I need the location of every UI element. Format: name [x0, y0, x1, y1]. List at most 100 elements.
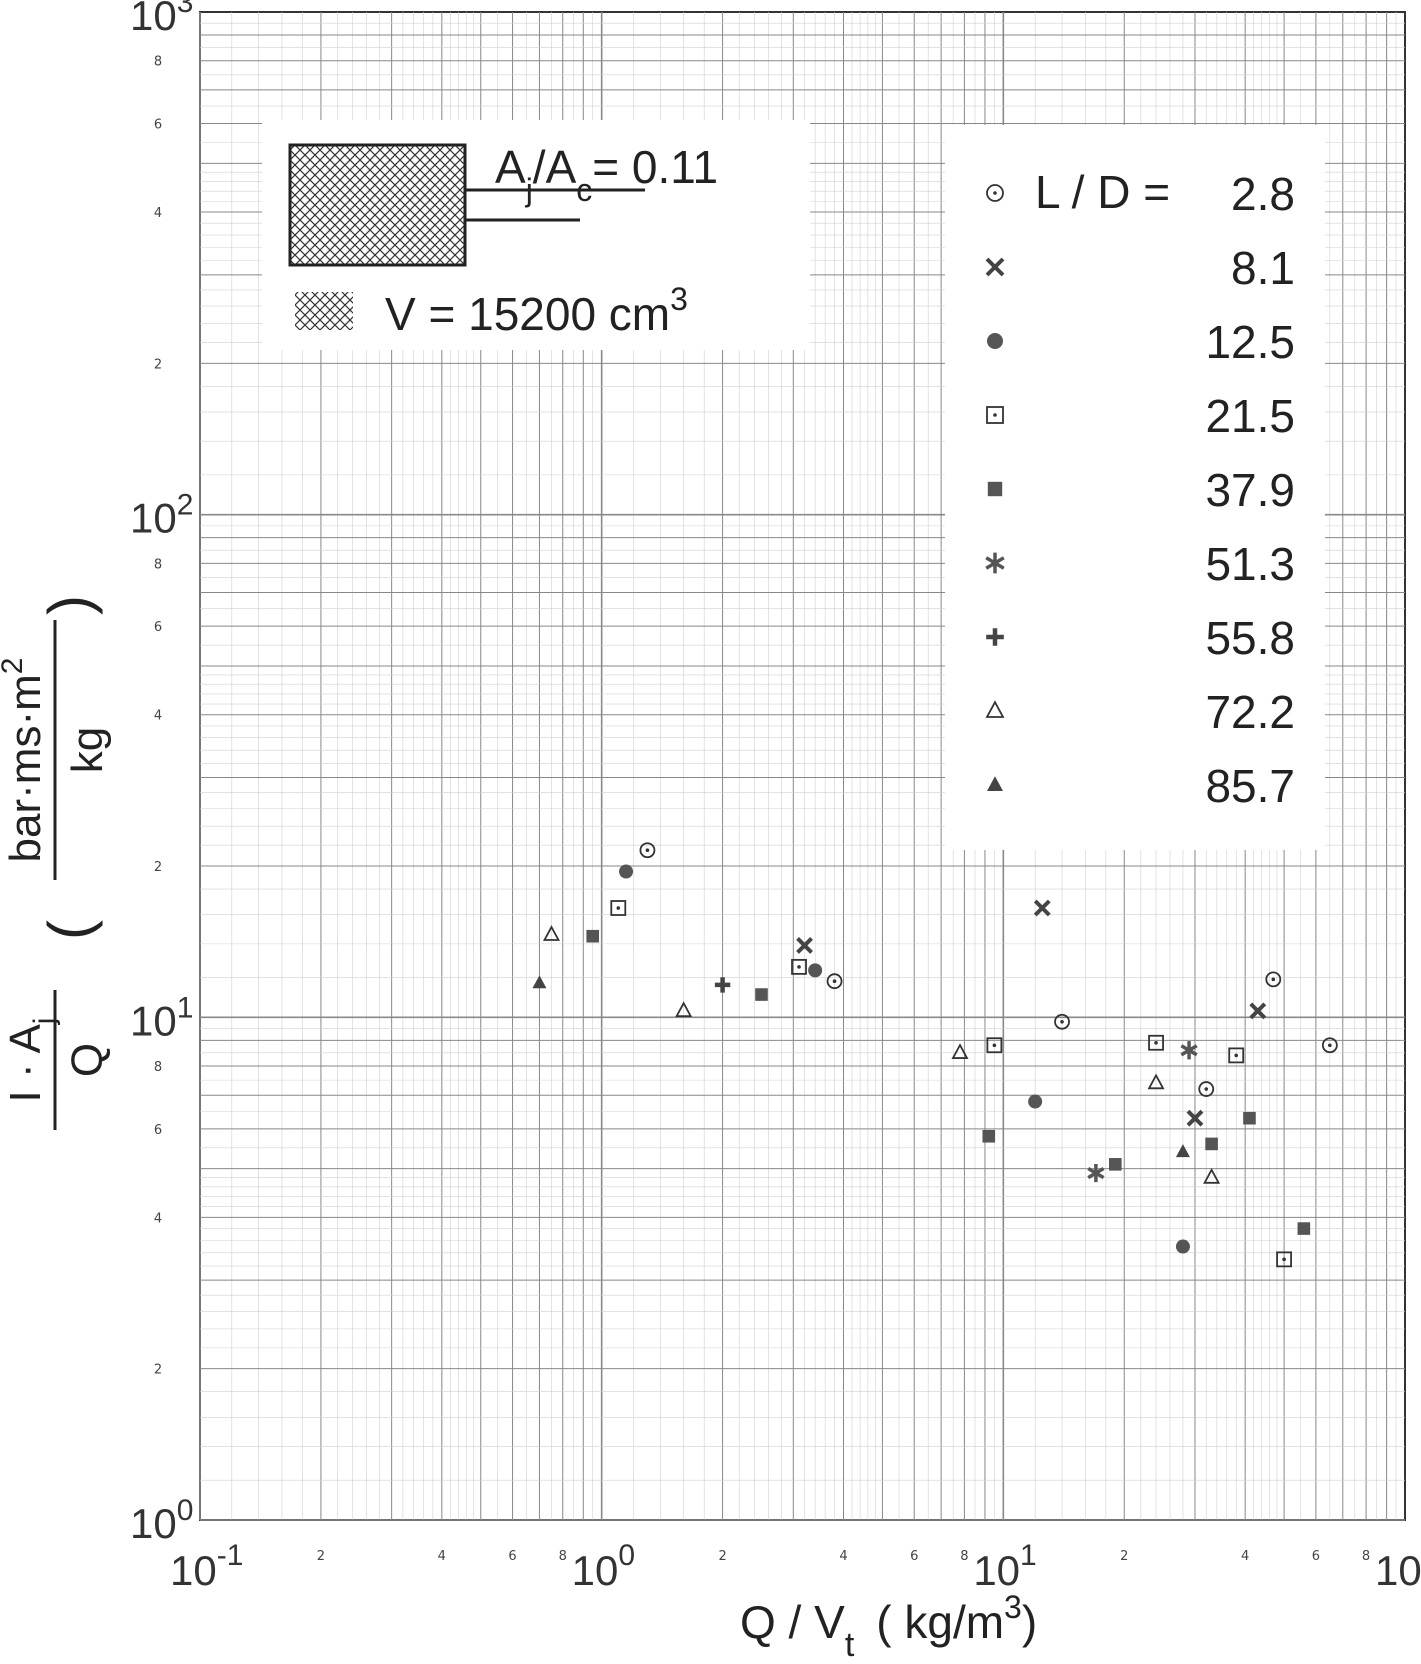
legend-marker — [985, 257, 1005, 277]
legend-marker — [986, 184, 1004, 202]
y-axis-ticks: 100 2 4 6 8 101 2 4 6 8 102 2 4 6 8 103 — [130, 0, 193, 1547]
x-tick-label: 8 — [960, 1549, 968, 1564]
legend-label: 72.2 — [1205, 686, 1295, 738]
x-decade-label: 102 — [1375, 1539, 1421, 1594]
legend-background — [945, 125, 1325, 850]
y-decade-label: 102 — [130, 489, 193, 542]
data-points — [532, 842, 1338, 1268]
data-point — [1054, 1013, 1070, 1030]
data-point — [532, 975, 547, 989]
legend-label: 21.5 — [1205, 390, 1295, 442]
data-point — [639, 842, 656, 859]
data-point — [610, 900, 627, 916]
x-tick-label: 6 — [1312, 1549, 1320, 1564]
data-point — [714, 977, 731, 993]
data-point — [951, 1043, 969, 1059]
x-tick-label: 2 — [718, 1549, 726, 1564]
data-point — [826, 973, 843, 990]
legend-marker — [987, 776, 1003, 791]
x-tick-label: 6 — [910, 1549, 918, 1564]
data-point — [1243, 1111, 1256, 1125]
area-ratio-label: Aj/Ac= 0.11 — [495, 141, 718, 208]
legend-label: 55.8 — [1205, 612, 1295, 664]
legend-label: 2.8 — [1231, 168, 1295, 220]
x-axis-ticks: 10-1 2 4 6 8 100 2 4 6 8 101 2 4 6 8 102 — [170, 1539, 1421, 1594]
data-point — [1147, 1073, 1165, 1090]
data-point — [1033, 899, 1051, 917]
annotation-box: Aj/Ac= 0.11 V = 15200 cm3 — [262, 120, 810, 350]
hatched-chamber-icon — [288, 143, 467, 267]
svg-text:I · Aj: I · Aj — [1, 1018, 61, 1103]
y-tick-label: 6 — [154, 118, 162, 133]
data-point — [986, 1037, 1003, 1054]
svg-text:Q: Q — [63, 1043, 112, 1077]
svg-text:): ) — [36, 595, 103, 615]
data-point — [1228, 1047, 1245, 1064]
data-point — [982, 1129, 996, 1143]
data-point — [1087, 1163, 1105, 1183]
y-tick-label: 8 — [154, 55, 162, 70]
data-point — [675, 1001, 693, 1018]
data-point — [796, 937, 813, 954]
legend-label: 51.3 — [1205, 538, 1295, 590]
y-tick-label: 6 — [154, 1123, 162, 1138]
data-point — [542, 925, 560, 941]
legend-label: 37.9 — [1205, 464, 1295, 516]
y-decade-label: 100 — [130, 1494, 193, 1547]
x-tick-label: 2 — [317, 1549, 325, 1564]
data-point — [1186, 1109, 1204, 1127]
y-decade-label: 103 — [130, 0, 193, 39]
x-tick-label: 4 — [1241, 1549, 1249, 1564]
x-tick-label: 6 — [508, 1549, 516, 1564]
x-tick-label: 8 — [1362, 1549, 1370, 1564]
data-point — [1028, 1094, 1043, 1109]
data-point — [1203, 1167, 1221, 1184]
x-decade-label: 10-1 — [170, 1539, 243, 1594]
y-tick-label: 6 — [154, 620, 162, 635]
svg-text:kg: kg — [63, 727, 112, 773]
x-tick-label: 4 — [839, 1549, 847, 1564]
legend-marker — [987, 481, 1003, 497]
y-tick-label: 2 — [154, 860, 162, 875]
y-tick-label: 4 — [154, 206, 162, 221]
legend-label: 12.5 — [1205, 316, 1295, 368]
y-decade-label: 101 — [130, 991, 193, 1044]
legend-label: 85.7 — [1205, 760, 1295, 812]
x-tick-label: 8 — [559, 1549, 567, 1564]
legend-marker — [986, 628, 1004, 646]
data-point — [1265, 971, 1282, 988]
legend-marker — [987, 333, 1003, 349]
data-point — [1198, 1081, 1215, 1097]
data-point — [755, 988, 768, 1001]
data-point — [1180, 1041, 1198, 1060]
data-point — [1175, 1144, 1190, 1158]
svg-text:(: ( — [36, 920, 103, 940]
data-point — [791, 958, 807, 975]
y-tick-label: 2 — [154, 1363, 162, 1378]
x-tick-label: 2 — [1120, 1549, 1128, 1564]
legend-marker — [985, 700, 1005, 718]
svg-text:bar·ms·m2: bar·ms·m2 — [0, 658, 50, 863]
data-point — [1321, 1037, 1338, 1054]
legend-prefix: L / D = — [1035, 166, 1170, 218]
x-axis-title: Q / Vt( kg/m3) — [740, 1589, 1037, 1664]
data-point — [1108, 1158, 1122, 1171]
data-point — [1205, 1137, 1218, 1151]
data-point — [619, 864, 634, 879]
y-tick-label: 8 — [154, 1060, 162, 1075]
legend-marker — [986, 406, 1004, 424]
legend: L / D = 2.8 8.1 12.5 21.5 37.9 51.3 55.8 72.2 85… — [945, 125, 1325, 850]
legend-marker — [985, 552, 1005, 574]
y-tick-label: 4 — [154, 709, 162, 724]
y-axis-title: I · Aj Q ( bar·ms·m2 kg ) — [0, 595, 112, 1130]
volume-label: V = 15200 cm3 — [385, 281, 688, 340]
data-point — [586, 929, 600, 943]
data-point — [1148, 1034, 1164, 1051]
data-point — [808, 963, 823, 978]
data-point — [1175, 1239, 1190, 1254]
data-point — [1249, 1002, 1267, 1020]
data-point — [1276, 1251, 1292, 1268]
hatch-swatch-icon — [295, 292, 353, 330]
legend-label: 8.1 — [1231, 242, 1295, 294]
